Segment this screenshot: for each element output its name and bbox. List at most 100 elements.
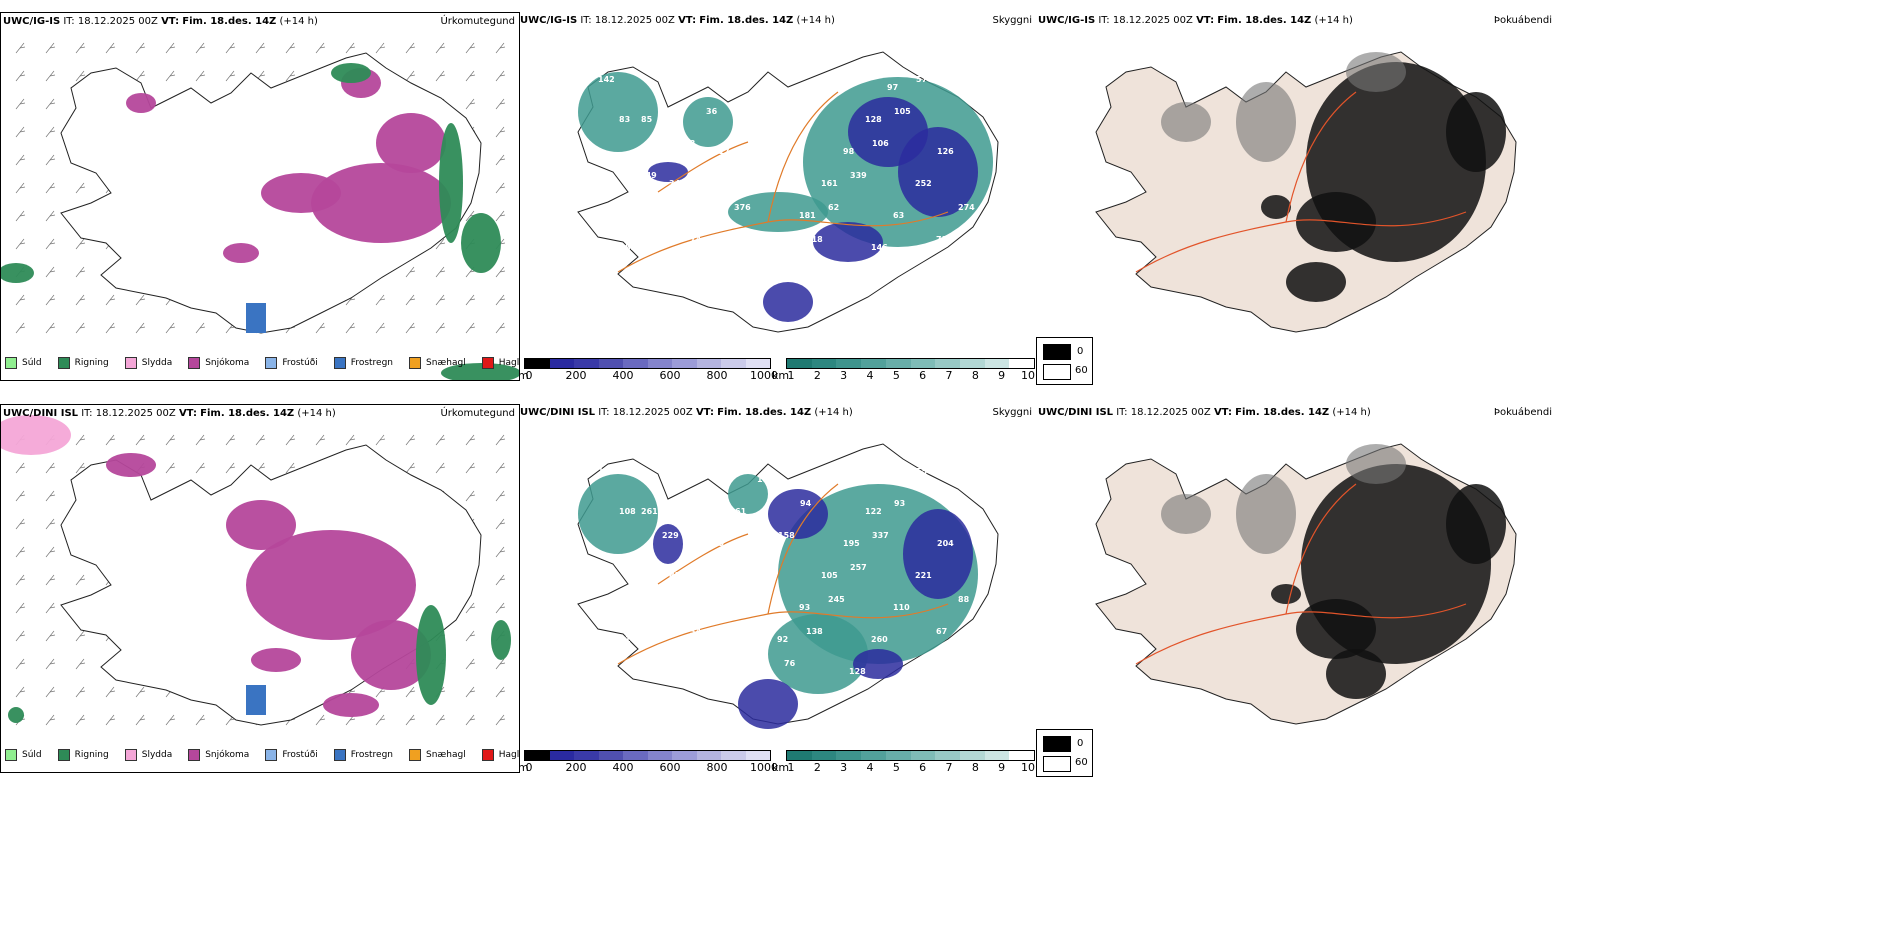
scale-swatch: [935, 359, 960, 368]
ceiling-label: 64: [712, 595, 724, 604]
wind-barb: [45, 98, 56, 110]
cloud-panel-2: 119 140 571 172 153 94 55 261 82 61 94 122 93 108 120 2…: [518, 404, 1036, 771]
wind-barb: [45, 574, 56, 586]
legend-label: Frostúði: [282, 750, 318, 760]
wind-barb: [15, 490, 26, 502]
scale-unit: km: [772, 369, 790, 382]
freezing-rain-area: [246, 685, 266, 715]
legend-swatch: [409, 357, 422, 369]
ceiling-label: 105: [894, 107, 911, 116]
cloud-area: [903, 509, 973, 599]
wind-barb: [405, 294, 416, 306]
scale-swatch: [1009, 751, 1035, 760]
scale-swatch: [574, 359, 599, 368]
wind-barb: [15, 630, 26, 642]
wind-barb: [285, 434, 296, 446]
wind-barb: [105, 42, 116, 54]
scale-swatch: [836, 751, 862, 760]
wind-barb: [495, 182, 506, 194]
ceiling-label: 110: [893, 603, 910, 612]
wind-barb: [465, 322, 476, 334]
ceiling-label: 181: [799, 211, 816, 220]
ceiling-label: 261: [641, 507, 658, 516]
ceiling-label: 84: [778, 139, 790, 148]
ceiling-label: 93: [894, 499, 905, 508]
scale-swatch: [861, 751, 886, 760]
wind-barb: [495, 210, 506, 222]
ceiling-label: 57: [916, 75, 927, 84]
cloud-area: [763, 282, 813, 322]
wind-barb: [45, 714, 56, 726]
ceiling-label: 93: [712, 203, 723, 212]
ceiling-label: 88: [958, 595, 970, 604]
wind-barb: [45, 266, 56, 278]
visibility-scale-1: km 1 2 3 4 5 6 7 8 9 10: [772, 358, 1037, 384]
scale-swatch: [910, 359, 936, 368]
scale-tick-label: 0: [525, 761, 533, 774]
wind-barb: [495, 70, 506, 82]
ceiling-label: 195: [843, 539, 860, 548]
scale-swatch: [574, 751, 599, 760]
ceiling-label: 128: [865, 115, 882, 124]
wind-barb: [495, 266, 506, 278]
legend-swatch: [333, 357, 346, 369]
ceiling-label: 81: [755, 635, 767, 644]
scale-tick-label: 1000: [750, 369, 778, 382]
ceiling-label: 63: [893, 211, 904, 220]
scale-swatch: [885, 751, 911, 760]
legend-item: Frostúði: [265, 357, 318, 369]
wind-barb: [495, 714, 506, 726]
cloud-area: [768, 489, 828, 539]
fog-key-dark-swatch: [1043, 344, 1071, 360]
cloud-panel-1: 142 135 213 110 102 97 57 85 36 79 82 128 105 83 88 117…: [518, 12, 1036, 379]
wind-barb: [45, 210, 56, 222]
fog-key-light-label: 60: [1075, 365, 1088, 376]
wind-barb: [495, 154, 506, 166]
wind-barb: [165, 322, 176, 334]
wind-barb: [495, 462, 506, 474]
wind-barb: [255, 434, 266, 446]
legend-label: Snjókoma: [205, 358, 250, 368]
fog-key-dark-label: 0: [1077, 346, 1084, 357]
wind-barb: [75, 322, 86, 334]
ceiling-label: 71: [936, 235, 948, 244]
wind-barb: [495, 98, 506, 110]
wind-barb: [495, 322, 506, 334]
ceiling-label: 161: [821, 179, 838, 188]
ceiling-label: 74: [690, 235, 702, 244]
scale-swatch: [1009, 359, 1035, 368]
wind-barb: [225, 434, 236, 446]
ceiling-label: 297: [756, 563, 773, 572]
scale-swatch: [525, 751, 550, 760]
precip-map-1: [1, 42, 519, 380]
wind-barb: [465, 602, 476, 614]
ceiling-label: 120: [684, 531, 701, 540]
cloud-area: [813, 222, 883, 262]
ceiling-label: 245: [828, 595, 845, 604]
scale-swatch: [811, 359, 837, 368]
wind-barb: [465, 294, 476, 306]
fog-key-light-label: 60: [1075, 757, 1088, 768]
legend-swatch: [265, 357, 278, 369]
freezing-rain-area: [246, 303, 266, 333]
ceiling-label: 153: [822, 467, 839, 476]
wind-barb: [285, 462, 296, 474]
ceiling-label: 102: [822, 75, 839, 84]
legend-item: Haglél: [481, 357, 519, 369]
precip-area: [8, 707, 24, 723]
scale-swatch: [696, 359, 721, 368]
precip-area: [246, 530, 416, 640]
precip-legend-1: Súld Rigning Slydda Snjókoma Frostúði Frostre…: [5, 352, 519, 374]
ceiling-label: 137: [691, 179, 708, 188]
scale-swatch: [647, 751, 672, 760]
precip-area: [416, 605, 446, 705]
cloud-area: [728, 192, 828, 232]
wind-barb: [165, 434, 176, 446]
panel-title: Þokuábendi: [1493, 407, 1552, 418]
header-6: UWC/DINI ISL IT: 18.12.2025 00Z VT: Fim.…: [1038, 407, 1371, 418]
wind-barb: [165, 70, 176, 82]
wind-barb: [315, 434, 326, 446]
wind-barb: [75, 574, 86, 586]
legend-item: Súld: [5, 357, 42, 369]
legend-swatch: [409, 749, 422, 761]
